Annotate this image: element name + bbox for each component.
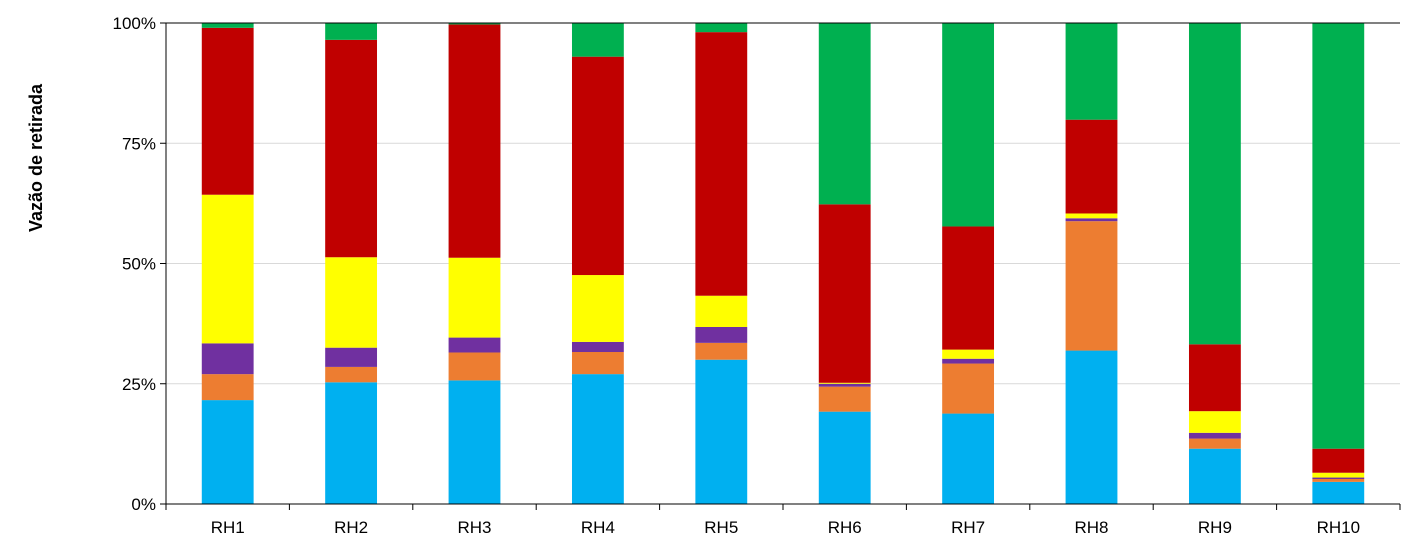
bar-segment: [571, 341, 624, 353]
bar-segment: [325, 366, 378, 383]
x-tick-label: RH1: [211, 518, 245, 537]
bar-segment: [818, 383, 871, 387]
bar-segment: [325, 257, 378, 348]
bar-segment: [1065, 221, 1118, 351]
bar-segment: [818, 382, 871, 384]
bar-segment: [448, 352, 501, 381]
bar-segment: [325, 347, 378, 367]
x-tick-label: RH3: [457, 518, 491, 537]
x-tick-label: RH8: [1074, 518, 1108, 537]
y-tick-label: 0%: [131, 495, 156, 514]
bar-segment: [1188, 23, 1241, 345]
bar-segment: [201, 343, 254, 375]
bar-segment: [942, 363, 995, 414]
bar-segment: [818, 23, 871, 205]
bar-segment: [1188, 411, 1241, 433]
bar-segment: [201, 194, 254, 344]
bar-segment: [1188, 448, 1241, 504]
bar-segment: [1065, 213, 1118, 219]
bar-segment: [448, 380, 501, 504]
bar-segment: [1312, 481, 1365, 504]
bar-segment: [325, 39, 378, 258]
y-axis-title: Vazão de retirada: [26, 83, 46, 232]
bar-segment: [818, 411, 871, 504]
x-tick-label: RH6: [828, 518, 862, 537]
bar-segment: [695, 359, 748, 504]
y-tick-label: 25%: [122, 375, 156, 394]
bar-segment: [448, 337, 501, 353]
y-tick-label: 100%: [113, 14, 156, 33]
bar-segment: [1065, 23, 1118, 120]
bar-segment: [942, 349, 995, 359]
bar-segment: [695, 23, 748, 33]
bar-segment: [1065, 119, 1118, 214]
x-tick-label: RH2: [334, 518, 368, 537]
bar-segment: [695, 32, 748, 296]
bar-segment: [942, 358, 995, 364]
bar-segment: [1065, 218, 1118, 222]
bar-segment: [1312, 472, 1365, 478]
bar-segment: [1312, 477, 1365, 479]
bar-segment: [571, 275, 624, 342]
bar-segment: [448, 24, 501, 258]
bar-segment: [1312, 23, 1365, 449]
bar-segment: [695, 326, 748, 343]
bar-segment: [571, 352, 624, 375]
bar-segment: [325, 382, 378, 504]
bar-segment: [201, 374, 254, 401]
bar-segment: [571, 374, 624, 504]
x-tick-label: RH9: [1198, 518, 1232, 537]
bar-segment: [1312, 448, 1365, 473]
bar-segment: [448, 257, 501, 338]
bar-segment: [571, 23, 624, 57]
bar-segment: [942, 226, 995, 350]
bar-segment: [695, 295, 748, 327]
bar-segment: [695, 342, 748, 360]
x-tick-label: RH5: [704, 518, 738, 537]
y-tick-label: 50%: [122, 255, 156, 274]
bar-segment: [1188, 344, 1241, 412]
axes: 0% 25% 50% 75% 100% RH1 RH2 RH3 RH4 RH5 RH6 RH7 RH8 R…: [113, 14, 1401, 537]
bar-segment: [201, 400, 254, 504]
bar-segment: [818, 204, 871, 383]
bar-segment: [1188, 438, 1241, 449]
bar-segment: [325, 23, 378, 40]
y-tick-label: 75%: [122, 134, 156, 153]
bar-segment: [571, 56, 624, 276]
x-tick-label: RH10: [1317, 518, 1360, 537]
bar-segment: [1312, 478, 1365, 482]
bar-segment: [942, 23, 995, 227]
x-tick-label: RH7: [951, 518, 985, 537]
bar-segment: [201, 27, 254, 195]
bar-segment: [448, 23, 501, 25]
bar-segment: [201, 23, 254, 28]
bar-segment: [818, 386, 871, 412]
bar-segment: [942, 413, 995, 504]
bar-segment: [1188, 432, 1241, 439]
bar-segment: [1065, 350, 1118, 504]
x-tick-label: RH4: [581, 518, 615, 537]
bars: [201, 23, 1365, 504]
